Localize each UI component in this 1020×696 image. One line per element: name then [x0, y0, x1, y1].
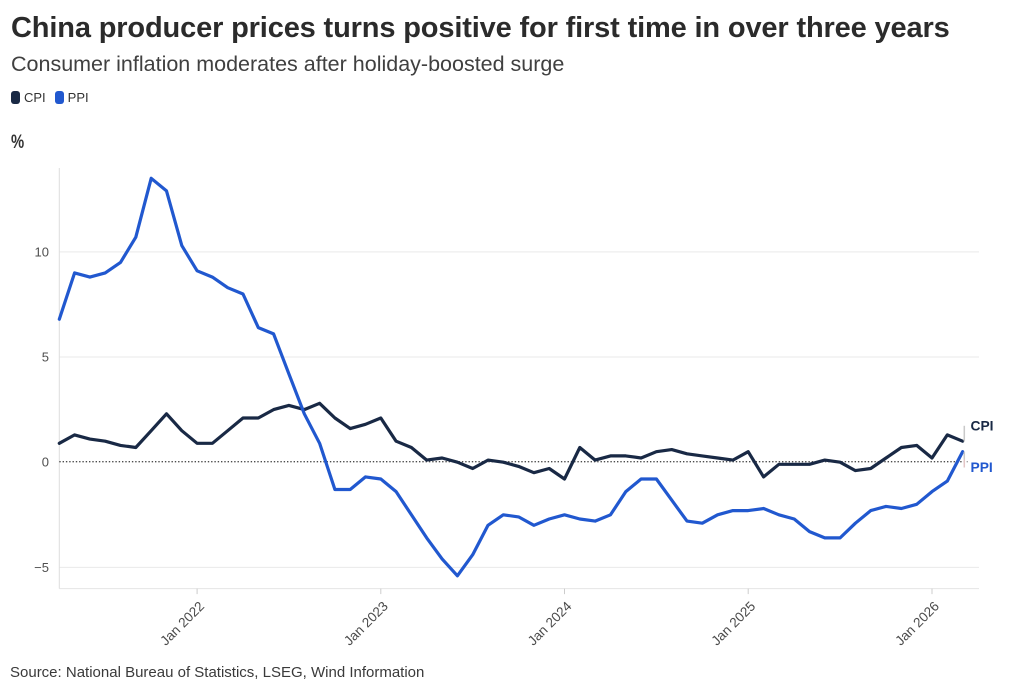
svg-text:CPI: CPI: [971, 418, 994, 433]
svg-text:Jan 2024: Jan 2024: [525, 598, 575, 648]
svg-text:−5: −5: [34, 560, 49, 575]
svg-text:5: 5: [42, 349, 49, 364]
svg-text:0: 0: [42, 455, 49, 470]
svg-text:PPI: PPI: [971, 460, 993, 475]
svg-text:Jan 2022: Jan 2022: [157, 599, 207, 649]
svg-text:Jan 2023: Jan 2023: [341, 599, 391, 649]
svg-text:10: 10: [35, 244, 49, 259]
svg-text:Jan 2026: Jan 2026: [892, 599, 942, 649]
svg-text:Jan 2025: Jan 2025: [708, 599, 758, 649]
